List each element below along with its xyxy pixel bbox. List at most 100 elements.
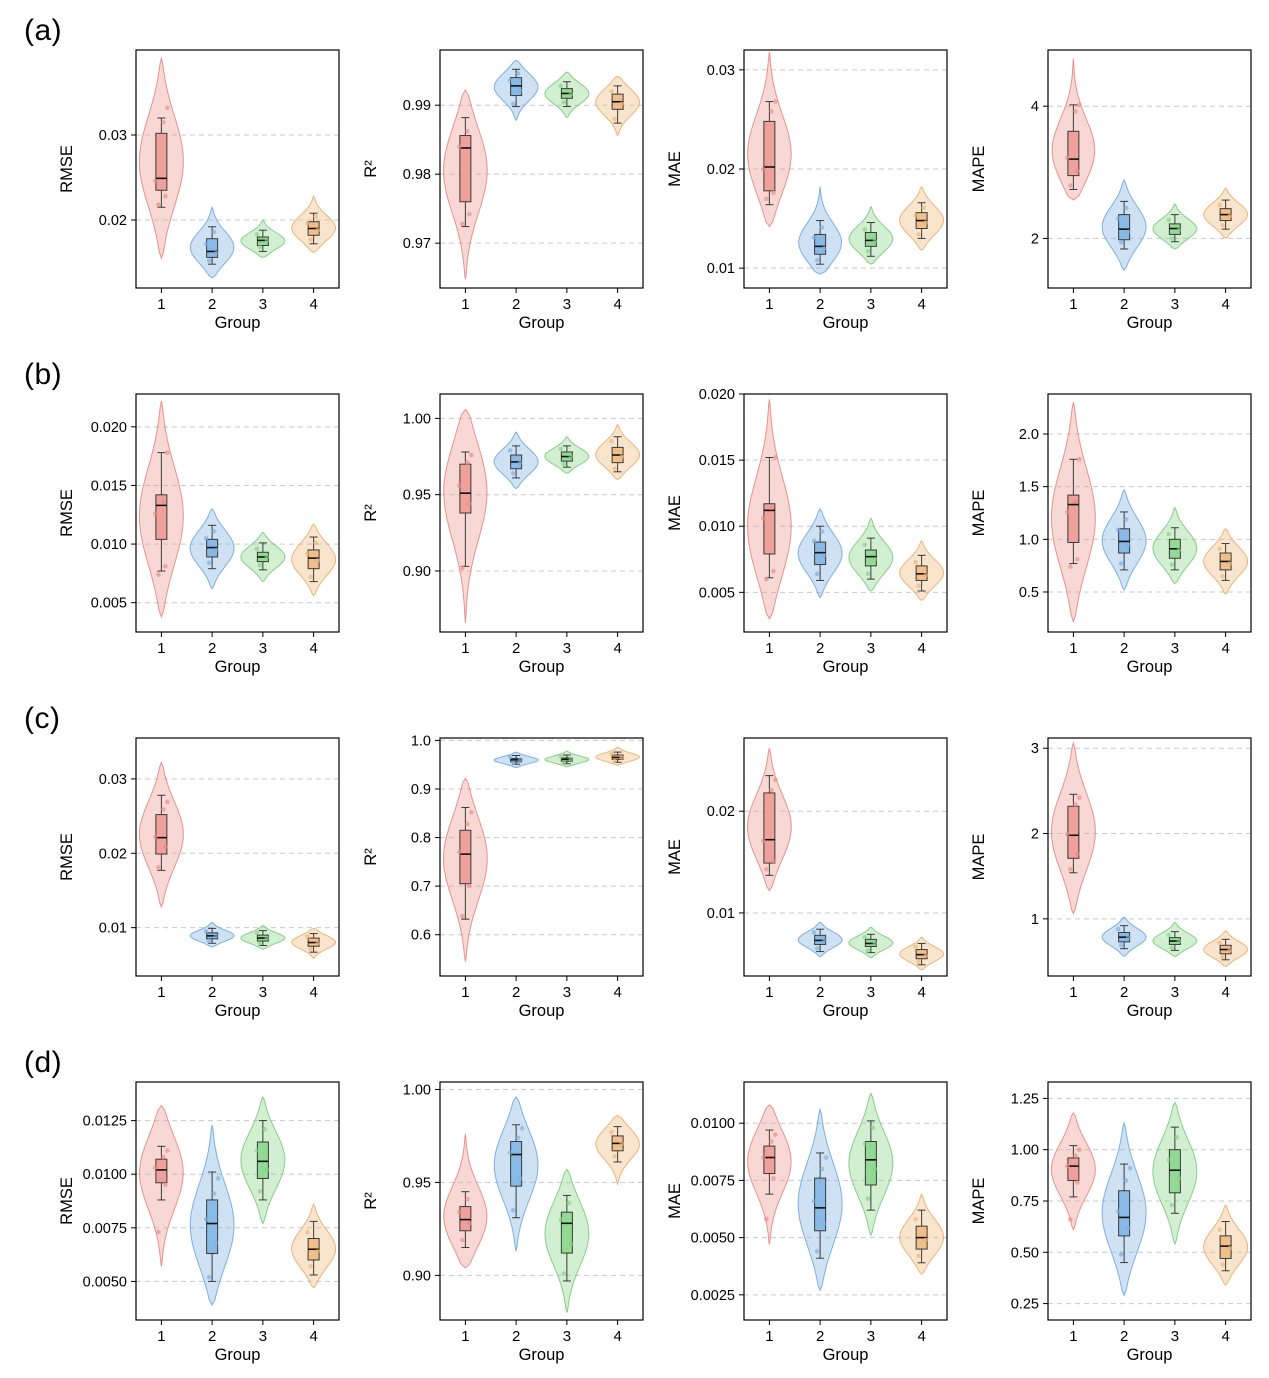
svg-text:1: 1 [157,640,165,657]
svg-text:2.0: 2.0 [1019,427,1039,443]
svg-text:2: 2 [512,984,520,1001]
svg-text:0.02: 0.02 [99,846,127,862]
svg-text:Group: Group [519,314,565,332]
svg-text:Group: Group [215,658,261,676]
svg-text:3: 3 [867,984,875,1001]
svg-text:Group: Group [215,1002,261,1020]
violin-plot-c-mape: 1 2 3 1 2 3 4 Group MAPE [970,737,1252,1020]
panel-a-plots: 0.02 0.03 1 2 3 4 Group RMSE 0.97 0.98 0.99 1 2 3 4 Gr… [0,0,1269,336]
svg-text:Group: Group [1127,1346,1173,1364]
svg-text:3: 3 [1171,296,1179,313]
svg-text:0.0100: 0.0100 [83,1167,127,1183]
svg-text:2: 2 [1031,827,1039,843]
svg-text:0.97: 0.97 [403,236,431,252]
svg-text:1: 1 [157,1328,165,1345]
svg-text:2: 2 [208,1328,216,1345]
svg-text:2: 2 [1031,231,1039,247]
svg-text:0.98: 0.98 [403,167,431,183]
svg-text:RMSE: RMSE [58,145,76,193]
svg-text:2: 2 [512,296,520,313]
svg-text:4: 4 [917,640,925,657]
panel-d: (d) 0.0050 0.0075 0.0100 0.0125 1 2 3 4 Group RMS… [0,1032,1269,1376]
svg-text:3: 3 [563,296,571,313]
svg-text:2: 2 [208,984,216,1001]
svg-text:Group: Group [519,1346,565,1364]
svg-text:2: 2 [816,640,824,657]
panel-c: (c) 0.01 0.02 0.03 1 2 3 4 Group RMSE 0.6 0.7 0.8 0… [0,688,1269,1032]
panel-label-a: (a) [24,14,63,47]
svg-text:1.00: 1.00 [403,1082,431,1098]
svg-text:4: 4 [309,296,317,313]
svg-text:1.00: 1.00 [1011,1143,1039,1159]
svg-text:0.0075: 0.0075 [83,1221,127,1237]
svg-text:0.010: 0.010 [91,537,127,553]
svg-text:2: 2 [816,1328,824,1345]
panel-label-b: (b) [24,358,63,391]
violin-plot-b-mape: 0.5 1.0 1.5 2.0 1 2 3 4 Group MAPE [970,393,1252,676]
svg-text:0.5: 0.5 [1019,585,1039,601]
svg-text:1: 1 [461,640,469,657]
svg-text:1: 1 [461,984,469,1001]
svg-text:4: 4 [1031,99,1039,115]
svg-text:1: 1 [1069,296,1077,313]
svg-text:R²: R² [362,160,380,178]
svg-text:1.0: 1.0 [411,733,431,749]
svg-text:2: 2 [816,984,824,1001]
panel-c-plots: 0.01 0.02 0.03 1 2 3 4 Group RMSE 0.6 0.7 0.8 0.9 1.… [0,688,1269,1024]
violin-plot-a-r2: 0.97 0.98 0.99 1 2 3 4 Group R² [362,49,644,332]
svg-text:RMSE: RMSE [58,833,76,881]
svg-text:0.0075: 0.0075 [691,1173,735,1189]
svg-text:RMSE: RMSE [58,489,76,537]
svg-text:2: 2 [816,296,824,313]
svg-text:1: 1 [157,984,165,1001]
svg-text:1: 1 [461,296,469,313]
svg-text:0.0025: 0.0025 [691,1288,735,1304]
svg-text:Group: Group [519,658,565,676]
svg-text:R²: R² [362,848,380,866]
svg-text:0.03: 0.03 [99,772,127,788]
svg-text:4: 4 [1221,1328,1229,1345]
violin-plot-b-mae: 0.005 0.010 0.015 0.020 1 2 3 4 Group MAE [666,387,948,676]
svg-text:4: 4 [917,984,925,1001]
violin-plot-a-mape: 2 4 1 2 3 4 Group MAPE [970,49,1252,332]
svg-text:Group: Group [823,1002,869,1020]
violin-plot-c-rmse: 0.01 0.02 0.03 1 2 3 4 Group RMSE [58,737,340,1020]
svg-text:3: 3 [1171,984,1179,1001]
svg-text:MAE: MAE [666,495,684,531]
svg-text:3: 3 [867,1328,875,1345]
svg-text:4: 4 [309,984,317,1001]
svg-text:0.0050: 0.0050 [83,1274,127,1290]
svg-text:0.0125: 0.0125 [83,1114,127,1130]
violin-plot-b-r2: 0.90 0.95 1.00 1 2 3 4 Group R² [362,393,644,676]
svg-text:0.9: 0.9 [411,782,431,798]
svg-text:Group: Group [215,1346,261,1364]
svg-text:4: 4 [1221,296,1229,313]
svg-text:Group: Group [1127,314,1173,332]
svg-text:MAPE: MAPE [970,146,988,193]
svg-text:1: 1 [157,296,165,313]
violin-plot-c-mae: 0.01 0.02 1 2 3 4 Group MAE [666,737,948,1020]
svg-text:2: 2 [512,640,520,657]
svg-text:4: 4 [1221,984,1229,1001]
svg-text:4: 4 [613,640,621,657]
svg-text:3: 3 [1031,741,1039,757]
svg-text:MAE: MAE [666,1183,684,1219]
violin-plot-d-mae: 0.0025 0.0050 0.0075 0.0100 1 2 3 4 Group MAE [666,1081,948,1364]
svg-text:0.02: 0.02 [707,804,735,820]
svg-text:0.02: 0.02 [707,162,735,178]
svg-text:4: 4 [309,1328,317,1345]
svg-text:1: 1 [1069,984,1077,1001]
svg-text:0.95: 0.95 [403,488,431,504]
svg-text:1.00: 1.00 [403,411,431,427]
svg-text:0.0050: 0.0050 [691,1231,735,1247]
panel-a: (a) 0.02 0.03 1 2 3 4 Group RMSE 0.97 0.98 0.99 1 2… [0,0,1269,344]
panel-label-d: (d) [24,1046,63,1079]
panel-b-plots: 0.005 0.010 0.015 0.020 1 2 3 4 Group RMSE 0.90 0.… [0,344,1269,680]
svg-text:0.50: 0.50 [1011,1245,1039,1261]
svg-text:0.005: 0.005 [91,596,127,612]
svg-text:0.010: 0.010 [699,519,735,535]
svg-text:4: 4 [613,984,621,1001]
svg-text:1: 1 [765,640,773,657]
svg-text:2: 2 [208,296,216,313]
panel-label-c: (c) [24,702,61,735]
